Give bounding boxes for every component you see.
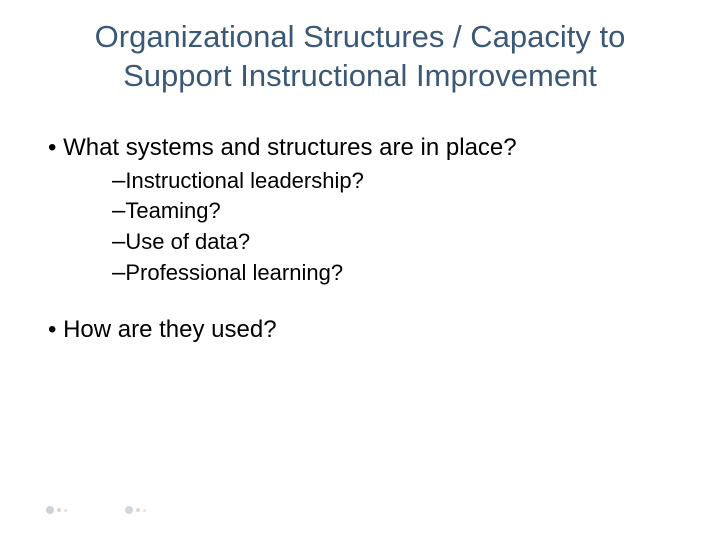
main-bullet-2: How are they used?: [40, 316, 680, 344]
sub-bullet-3-text: Use of data?: [125, 229, 250, 254]
decoration-dot-icon: [125, 506, 133, 514]
sub-bullet-1-text: Instructional leadership?: [125, 168, 363, 193]
slide-container: Organizational Structures / Capacity to …: [0, 0, 720, 540]
decorative-dots-container: [46, 506, 146, 514]
sub-bullet-3: –Use of data?: [112, 227, 680, 258]
decoration-dot-icon: [136, 508, 140, 512]
decoration-dot-icon: [46, 506, 54, 514]
main-bullet-2-text: How are they used?: [63, 316, 276, 343]
decoration-dot-icon: [64, 509, 67, 512]
main-bullet-1: What systems and structures are in place…: [40, 134, 680, 162]
decoration-dot-icon: [57, 508, 61, 512]
sub-bullet-4-text: Professional learning?: [125, 260, 343, 285]
dot-group-2: [125, 506, 146, 514]
dot-group-1: [46, 506, 67, 514]
main-bullet-1-text: What systems and structures are in place…: [63, 134, 517, 161]
sub-bullet-2: –Teaming?: [112, 196, 680, 227]
sub-bullet-2-text: Teaming?: [125, 198, 220, 223]
decoration-dot-icon: [143, 509, 146, 512]
slide-title: Organizational Structures / Capacity to …: [40, 18, 680, 96]
sub-bullet-1: –Instructional leadership?: [112, 166, 680, 197]
sub-bullet-4: –Professional learning?: [112, 258, 680, 289]
sub-bullet-list: –Instructional leadership? –Teaming? –Us…: [40, 166, 680, 289]
